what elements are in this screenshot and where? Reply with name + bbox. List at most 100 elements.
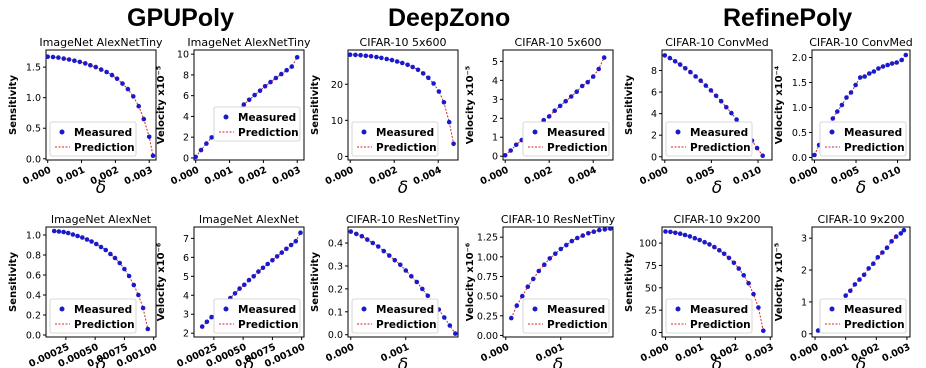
- chart-4-ylabel: Sensitivity: [624, 75, 635, 135]
- chart-11-legend-measured-label: Measured: [844, 304, 902, 316]
- chart-8-point: [365, 237, 370, 242]
- chart-3-xtick-label: 0.004: [567, 165, 599, 188]
- chart-0-point: [146, 134, 152, 140]
- chart-2-point: [410, 64, 416, 70]
- chart-0-point: [83, 61, 88, 66]
- chart-10-xlabel: δ: [712, 355, 722, 368]
- chart-0-xtick-label: 0.003: [123, 165, 155, 188]
- chart-7-ylabel: Velocity x10⁻⁶: [156, 243, 167, 321]
- chart-0-point: [104, 69, 109, 75]
- chart-7-point: [199, 324, 205, 329]
- chart-3-legend-measured-label: Measured: [547, 127, 605, 139]
- chart-6-ytick-label: 0.8: [26, 251, 41, 262]
- chart-1-xtick-label: 0.002: [237, 165, 269, 188]
- chart-3-xtick-label: 0.002: [523, 165, 555, 188]
- chart-11-point: [852, 282, 858, 287]
- chart-1-ytick-label: 0: [183, 153, 189, 164]
- chart-1-point: [294, 55, 300, 60]
- chart-7-point: [204, 319, 210, 325]
- chart-4-point: [729, 110, 734, 116]
- chart-9-point: [564, 242, 569, 248]
- chart-4-point: [724, 104, 729, 110]
- chart-5-xlabel: δ: [856, 178, 866, 198]
- chart-8-ylabel: Sensitivity: [310, 252, 321, 312]
- chart-8-point: [453, 331, 458, 336]
- chart-0-legend-measured-marker: [59, 129, 65, 135]
- chart-10-xtick-label: 0.000: [639, 342, 671, 365]
- chart-1-ylabel: Velocity x10⁻⁵: [156, 66, 167, 144]
- chart-8-xtick-label: 0.000: [324, 342, 356, 365]
- chart-0-point: [109, 72, 115, 78]
- chart-0-point: [77, 59, 83, 65]
- chart-0-point: [120, 81, 125, 86]
- chart-6-point: [98, 244, 104, 250]
- chart-6-point: [51, 228, 57, 234]
- chart-9-point: [514, 303, 520, 308]
- chart-8-point: [387, 253, 392, 258]
- group-title-refinepoly: RefinePoly: [723, 4, 853, 32]
- chart-0-legend-measured-label: Measured: [74, 127, 132, 139]
- chart-4-ytick-label: 0: [651, 152, 657, 163]
- chart-2-xtick-label: 0.002: [368, 165, 400, 188]
- chart-9-point: [586, 231, 591, 236]
- chart-10-ytick-label: 75: [645, 261, 657, 272]
- chart-6-legend-prediction-label: Prediction: [74, 319, 135, 331]
- chart-7-point: [242, 282, 247, 288]
- chart-9-legend-measured-marker: [532, 306, 538, 312]
- chart-2-point: [415, 67, 421, 73]
- chart-4-point: [760, 153, 765, 158]
- chart-5-point: [903, 52, 909, 58]
- chart-7-point: [274, 254, 280, 259]
- chart-2-point: [436, 89, 442, 94]
- chart-0-ytick-label: 1.0: [26, 93, 41, 104]
- chart-10-xtick-label: 0.001: [674, 342, 706, 365]
- chart-5-point: [899, 57, 904, 63]
- chart-3-point: [601, 55, 607, 60]
- chart-10-ytick-label: 0: [651, 328, 657, 339]
- chart-1-legend-measured-label: Measured: [238, 112, 296, 124]
- chart-6-point: [65, 230, 71, 236]
- chart-6-point: [56, 229, 62, 234]
- chart-7-point: [237, 286, 242, 291]
- chart-9-frame: [502, 226, 614, 338]
- chart-3-point: [502, 153, 508, 158]
- chart-7-title: ImageNet AlexNet: [199, 213, 300, 226]
- chart-6-point: [84, 237, 90, 242]
- chart-10-legend: [665, 298, 753, 334]
- chart-0-ylabel: Sensitivity: [8, 75, 19, 135]
- chart-2-point: [347, 52, 353, 57]
- chart-4-point: [754, 145, 760, 151]
- chart-4-xtick-label: 0.000: [638, 165, 670, 188]
- chart-2-point: [374, 54, 379, 60]
- chart-11-point: [861, 272, 867, 278]
- chart-5-legend: [819, 121, 907, 157]
- chart-5-legend-measured-label: Measured: [844, 127, 902, 139]
- chart-5-point: [812, 152, 817, 158]
- chart-10-title: CIFAR-10 9x200: [674, 213, 761, 226]
- chart-8-point: [442, 315, 447, 320]
- chart-6-legend-measured-marker: [59, 306, 65, 312]
- chart-9-xtick-label: 0.000: [479, 342, 511, 365]
- chart-9-point: [542, 262, 547, 268]
- chart-1-title: ImageNet AlexNetTiny: [187, 36, 311, 49]
- chart-9-point: [608, 226, 613, 231]
- chart-2-point: [446, 119, 452, 125]
- chart-10-point: [712, 244, 717, 250]
- chart-1-point: [284, 67, 290, 73]
- chart-1-point: [262, 84, 268, 89]
- chart-10-point: [707, 242, 712, 247]
- chart-1-point: [273, 75, 279, 81]
- chart-3-point: [585, 79, 590, 85]
- chart-9-legend-measured-label: Measured: [547, 304, 605, 316]
- chart-2-point: [400, 60, 405, 66]
- chart-3-point: [552, 108, 557, 113]
- chart-3-legend-measured-marker: [532, 129, 538, 135]
- chart-4-legend: [665, 121, 753, 157]
- chart-1-ytick-label: 6: [183, 91, 189, 102]
- chart-3-frame: [502, 49, 614, 161]
- chart-7-legend: [213, 298, 301, 334]
- chart-6-ytick-label: 0.6: [26, 271, 41, 282]
- chart-7-point: [246, 277, 252, 283]
- chart-11-point: [884, 245, 890, 250]
- chart-6-point: [122, 266, 127, 272]
